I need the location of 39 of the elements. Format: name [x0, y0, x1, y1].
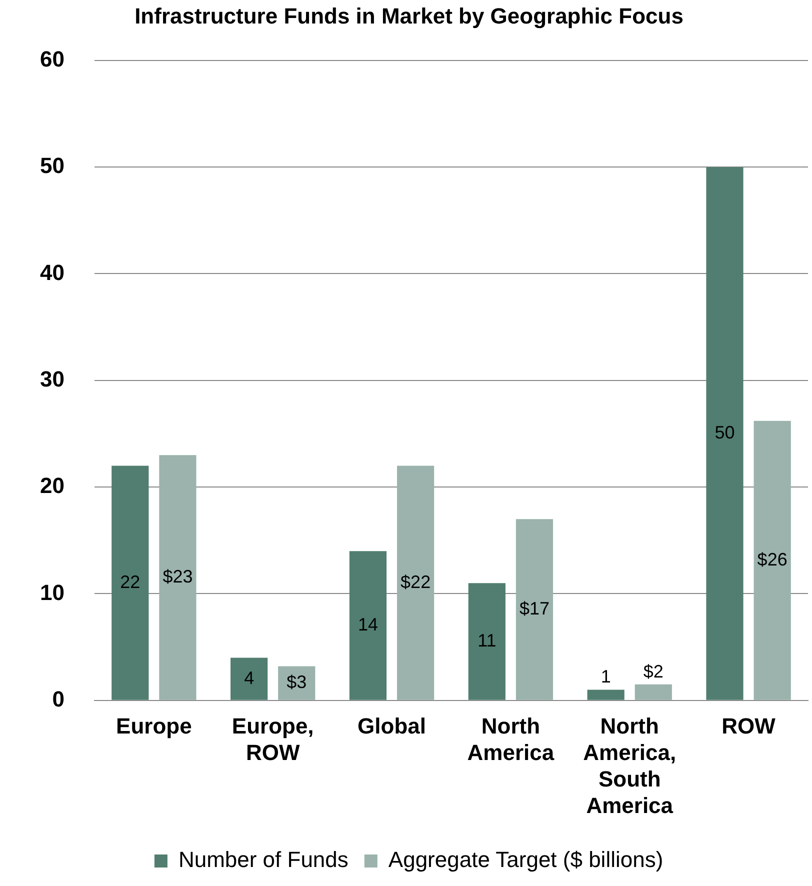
legend-label: Aggregate Target ($ billions) [388, 847, 664, 872]
y-tick-label: 30 [40, 366, 64, 392]
data-label: $23 [162, 566, 193, 586]
x-tick-label: ROW [722, 714, 776, 739]
x-tick-label: Europe [116, 714, 192, 739]
y-tick-label: 10 [40, 580, 64, 605]
data-label: $17 [519, 598, 550, 618]
x-tick-label: Europe, ROW [232, 714, 314, 766]
data-label: $22 [400, 572, 431, 592]
chart-title: Infrastructure Funds in Market by Geographic Focus [134, 3, 684, 28]
data-label: 22 [120, 572, 140, 592]
data-label: 50 [714, 422, 735, 442]
bar [516, 519, 554, 700]
bar [468, 583, 506, 700]
y-tick-label: 50 [40, 153, 64, 178]
bar [754, 420, 791, 700]
y-tick-label: 40 [40, 260, 64, 285]
data-label: 1 [600, 666, 611, 687]
x-tick-label: North America [467, 714, 555, 766]
bar [587, 690, 624, 700]
bar [112, 466, 149, 700]
bar [159, 455, 196, 700]
bar [230, 658, 268, 700]
legend-label: Number of Funds [178, 847, 348, 872]
data-label: $3 [286, 672, 307, 692]
y-tick-label: 0 [52, 686, 64, 712]
data-label: 4 [244, 668, 254, 688]
data-label: 11 [478, 630, 496, 650]
data-label: 14 [358, 614, 378, 634]
x-tick-label: Global [358, 714, 426, 739]
bar [349, 551, 387, 700]
data-label: $2 [643, 661, 664, 682]
y-tick-label: 20 [40, 473, 64, 498]
y-tick-label: 60 [40, 46, 64, 72]
bar [397, 466, 434, 700]
data-label: $26 [757, 549, 788, 570]
bar [706, 167, 744, 700]
bar [634, 684, 672, 700]
x-tick-label: North America, South America [583, 714, 676, 818]
